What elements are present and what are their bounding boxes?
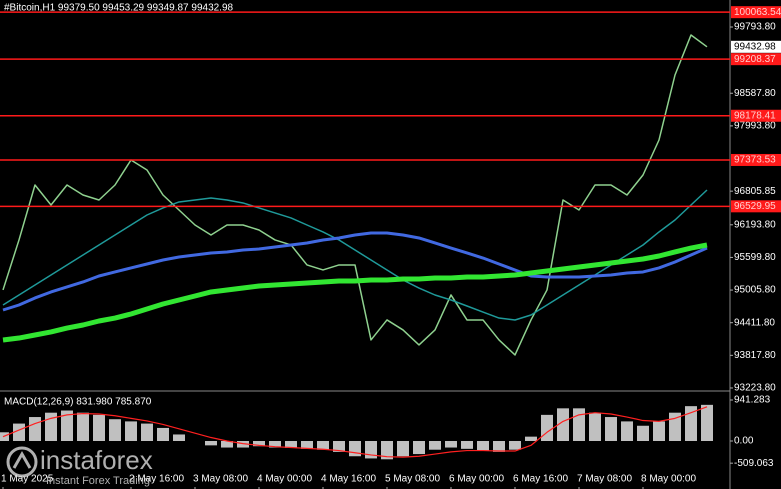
y-tick-label: 95599.80 xyxy=(734,252,776,263)
y-tick-label: -509.063 xyxy=(734,458,774,469)
macd-bar xyxy=(349,441,361,457)
macd-title: MACD(12,26,9) 831.980 785.870 xyxy=(4,397,152,408)
series-line xyxy=(2,189,708,321)
x-tick-label: 5 May 08:00 xyxy=(385,474,440,485)
macd-bar xyxy=(445,441,457,448)
macd-bar xyxy=(77,412,89,442)
x-tick-label: 1 May 2025 xyxy=(1,474,54,485)
level-label-box xyxy=(731,53,781,66)
macd-bar xyxy=(221,441,233,448)
macd-bar xyxy=(333,441,345,452)
macd-bar xyxy=(141,423,153,442)
macd-bar xyxy=(61,410,73,442)
macd-bar xyxy=(109,419,121,442)
x-tick-label: 3 May 08:00 xyxy=(193,474,248,485)
macd-bar xyxy=(589,412,601,442)
macd-bar xyxy=(637,425,649,442)
macd-bar xyxy=(237,441,249,448)
macd-bar xyxy=(317,441,329,450)
y-tick-label: 93817.80 xyxy=(734,350,776,361)
level-label: 97373.53 xyxy=(734,155,776,166)
x-tick-label: 4 May 16:00 xyxy=(321,474,376,485)
x-tick-label: 2 May 16:00 xyxy=(129,474,184,485)
macd-bar xyxy=(653,421,665,442)
macd-bar xyxy=(93,414,105,442)
chart-title: #Bitcoin,H1 99379.50 99453.29 99349.87 9… xyxy=(4,3,234,14)
level-label: 96529.95 xyxy=(734,201,776,212)
macd-bar xyxy=(301,441,313,449)
macd-bar xyxy=(509,441,521,450)
logo-mark xyxy=(12,450,32,469)
x-tick-label: 8 May 00:00 xyxy=(641,474,696,485)
series-line xyxy=(2,406,708,458)
macd-bar xyxy=(525,436,537,442)
last-price-label: 99432.98 xyxy=(734,41,776,52)
level-label: 98178.41 xyxy=(734,110,776,121)
macd-bar xyxy=(669,412,681,442)
level-label-box xyxy=(731,200,781,213)
x-tick-label: 4 May 00:00 xyxy=(257,474,312,485)
macd-bar xyxy=(461,441,473,449)
level-label-box xyxy=(731,109,781,122)
macd-bar xyxy=(397,441,409,457)
x-tick-label: 6 May 16:00 xyxy=(513,474,568,485)
series-line xyxy=(2,242,708,343)
x-tick-label: 7 May 08:00 xyxy=(577,474,632,485)
macd-bar xyxy=(381,441,393,460)
series-line xyxy=(2,34,708,356)
y-tick-label: 0.00 xyxy=(734,436,754,447)
macd-bar xyxy=(541,414,553,442)
macd-bar xyxy=(621,421,633,442)
watermark-tagline: Instant Forex Trading xyxy=(46,475,150,487)
level-label-box xyxy=(731,153,781,166)
macd-bar xyxy=(477,441,489,451)
level-label-box xyxy=(731,6,781,19)
macd-bar xyxy=(701,404,713,442)
last-price-box xyxy=(731,40,781,53)
y-tick-label: 93223.80 xyxy=(734,383,776,394)
y-tick-label: 96805.85 xyxy=(734,186,776,197)
macd-bar xyxy=(285,441,297,448)
macd-bar xyxy=(125,421,137,442)
y-tick-label: 98587.80 xyxy=(734,88,776,99)
macd-bar xyxy=(429,441,441,450)
macd-bar xyxy=(157,427,169,442)
macd-bar xyxy=(557,408,569,442)
logo xyxy=(6,446,38,478)
macd-bar xyxy=(413,441,425,455)
watermark: instaforex Instant Forex Trading xyxy=(6,445,153,487)
macd-bar xyxy=(29,417,41,442)
watermark-brand: instaforex xyxy=(40,445,153,475)
y-tick-label: 941.283 xyxy=(734,395,771,406)
y-tick-label: 95005.80 xyxy=(734,285,776,296)
macd-bar xyxy=(13,423,25,442)
y-tick-label: 99793.80 xyxy=(734,22,776,33)
macd-bar xyxy=(685,406,697,442)
y-tick-label: 94411.80 xyxy=(734,317,775,328)
level-label: 99208.37 xyxy=(734,54,776,65)
macd-bar xyxy=(269,441,281,448)
level-label: 100063.54 xyxy=(734,7,781,18)
y-tick-label: 96193.80 xyxy=(734,219,776,230)
macd-bar xyxy=(605,417,617,442)
y-tick-label: 97993.80 xyxy=(734,121,776,132)
macd-bar xyxy=(173,434,185,442)
macd-bar xyxy=(573,408,585,442)
x-tick-label: 6 May 00:00 xyxy=(449,474,504,485)
macd-bar xyxy=(253,441,265,447)
macd-bar xyxy=(205,441,217,446)
series-line xyxy=(2,231,708,312)
macd-bar xyxy=(493,441,505,452)
